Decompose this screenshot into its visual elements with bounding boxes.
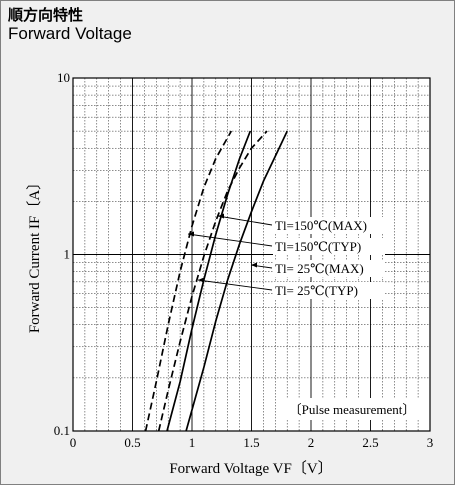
pulse-note-text: 〔Pulse measurement〕: [289, 402, 416, 417]
x-tick-label: 1.5: [243, 435, 259, 450]
y-axis-label: Forward Current IF〔A〕: [26, 175, 43, 333]
label-leader-line: [217, 215, 273, 226]
curve-label-background: [273, 282, 385, 299]
label-leader-arrow: [198, 277, 204, 283]
x-axis-label: Forward Voltage VF〔V〕: [169, 460, 332, 477]
chart-title-en: Forward Voltage: [8, 24, 132, 43]
x-tick-label: 0: [70, 435, 77, 450]
curve-label: Tl= 25℃(TYP): [275, 283, 358, 298]
label-leader-arrow: [218, 213, 224, 219]
label-leader-line: [197, 279, 273, 291]
curve-label-background: [273, 260, 385, 277]
y-tick-label: 1: [64, 247, 71, 262]
curve-label-background: [273, 217, 385, 234]
x-tick-label: 2: [308, 435, 315, 450]
x-tick-label: 1: [189, 435, 196, 450]
chart-title-jp: 順方向特性: [8, 6, 84, 24]
curve-4: [157, 130, 268, 432]
x-tick-label: 0.5: [124, 435, 140, 450]
pulse-note: 〔Pulse measurement〕: [284, 398, 420, 420]
curves: [144, 130, 288, 432]
y-tick-label: 10: [57, 70, 70, 85]
curve-label: Tl=150℃(TYP): [275, 239, 361, 254]
curve-3: [185, 130, 288, 432]
plot-border: [72, 77, 431, 432]
curve-label: Tl=150℃(MAX): [275, 218, 367, 233]
y-tick-label: 0.1: [54, 423, 70, 438]
curve-labels: Tl=150℃(MAX) Tl=150℃(TYP) Tl= 25℃(MAX) Tl= …: [187, 213, 385, 299]
curve-label-background: [273, 238, 385, 255]
x-tick-label: 3: [427, 435, 434, 450]
curve-label: Tl= 25℃(MAX): [275, 261, 364, 276]
tick-labels: 0 0.5 1 1.5 2 2.5 3 0.1 1 10: [54, 70, 434, 450]
curve-2: [144, 130, 233, 432]
label-leader-arrow: [188, 231, 194, 237]
curve-1: [166, 130, 252, 432]
label-leader-line: [187, 233, 273, 247]
label-leader-arrow: [251, 262, 257, 268]
x-tick-label: 2.5: [362, 435, 378, 450]
